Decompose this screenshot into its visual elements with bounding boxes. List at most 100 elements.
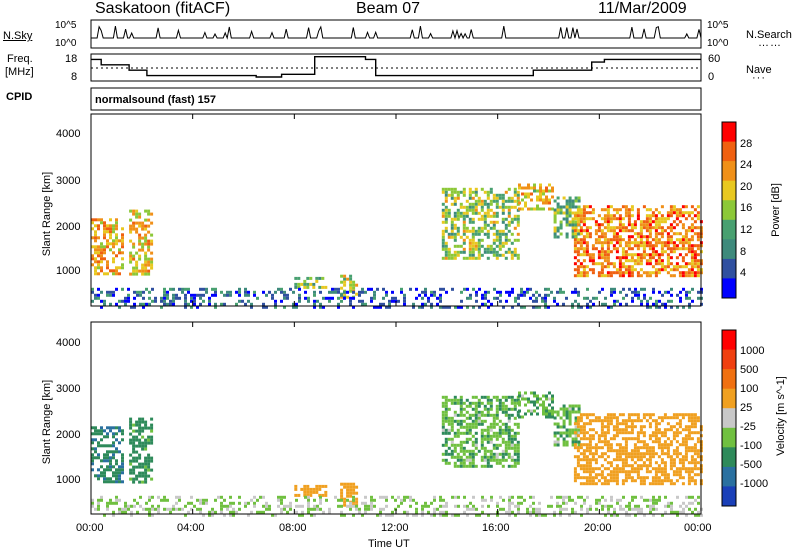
velocity-cell xyxy=(489,404,493,408)
velocity-cell xyxy=(286,510,289,514)
power-cell xyxy=(499,290,502,294)
velocity-cell xyxy=(447,437,451,441)
velocity-cell xyxy=(441,395,445,399)
power-cell xyxy=(684,247,688,251)
velocity-cell xyxy=(495,437,499,441)
power-cell xyxy=(109,227,112,231)
velocity-cell xyxy=(609,446,613,450)
velocity-cell xyxy=(498,404,502,408)
velocity-cell xyxy=(666,452,670,456)
power-cell xyxy=(121,233,124,237)
power-cell xyxy=(489,244,493,248)
power-cell xyxy=(112,239,115,243)
power-cell xyxy=(441,256,445,260)
velocity-cell xyxy=(441,413,445,417)
velocity-cell xyxy=(178,498,181,502)
velocity-cell xyxy=(600,482,604,486)
power-cell xyxy=(651,265,655,269)
velocity-cell xyxy=(603,419,607,423)
power-cell xyxy=(609,229,613,233)
power-cell xyxy=(660,253,664,257)
velocity-cell xyxy=(588,440,592,444)
velocity-cell xyxy=(459,410,463,414)
velocity-cell xyxy=(147,459,151,463)
power-cell xyxy=(337,305,340,309)
velocity-cell xyxy=(103,480,106,484)
power-cell xyxy=(548,189,551,193)
velocity-cell xyxy=(286,504,289,508)
power-cell xyxy=(621,253,625,257)
velocity-cell xyxy=(474,443,478,447)
velocity-cell xyxy=(574,419,578,423)
velocity-cell xyxy=(568,495,571,499)
velocity-cell xyxy=(430,501,433,505)
power-cell xyxy=(358,290,361,294)
power-cell xyxy=(349,277,353,281)
power-cell xyxy=(627,271,631,275)
velocity-cell xyxy=(595,498,598,502)
velocity-cell xyxy=(97,504,100,508)
power-cell xyxy=(652,302,655,306)
power-cell xyxy=(639,244,643,248)
velocity-cell xyxy=(100,426,103,430)
velocity-cell xyxy=(144,480,148,484)
velocity-cell xyxy=(501,395,505,399)
velocity-cell xyxy=(232,501,235,505)
velocity-cell xyxy=(568,513,571,517)
velocity-cell xyxy=(675,449,679,453)
power-cell xyxy=(591,253,595,257)
power-cell xyxy=(696,268,700,272)
power-cell xyxy=(648,262,652,266)
velocity-cell xyxy=(115,474,118,478)
velocity-cell xyxy=(645,419,649,423)
velocity-cell xyxy=(498,425,502,429)
velocity-cell xyxy=(480,440,484,444)
power-cell xyxy=(529,287,532,291)
velocity-cell xyxy=(657,446,661,450)
velocity-cell xyxy=(129,432,133,436)
velocity-cell xyxy=(636,419,640,423)
power-cell xyxy=(648,274,652,278)
velocity-cell xyxy=(106,465,109,469)
velocity-cell xyxy=(624,422,628,426)
velocity-cell xyxy=(262,495,265,499)
power-cell xyxy=(349,302,352,306)
power-cell xyxy=(657,220,661,224)
velocity-cell xyxy=(253,495,256,499)
velocity-cell xyxy=(660,461,664,465)
velocity-cell xyxy=(91,504,94,508)
velocity-cell xyxy=(477,422,481,426)
power-cell xyxy=(321,285,325,289)
power-cell xyxy=(462,241,466,245)
power-cell xyxy=(664,302,667,306)
power-cell xyxy=(624,250,628,254)
velocity-cell xyxy=(379,495,382,499)
velocity-cell xyxy=(298,504,301,508)
power-cell xyxy=(109,290,112,294)
velocity-cell xyxy=(103,513,106,517)
velocity-cell xyxy=(340,504,343,508)
velocity-cell xyxy=(465,425,469,429)
velocity-cell xyxy=(352,495,355,499)
velocity-cell xyxy=(498,443,502,447)
power-cell xyxy=(565,205,569,209)
power-cell xyxy=(115,227,118,231)
power-cell xyxy=(521,186,524,190)
velocity-cell xyxy=(679,504,682,508)
velocity-cell xyxy=(337,504,340,508)
velocity-cell xyxy=(571,498,574,502)
velocity-cell xyxy=(636,458,640,462)
power-cell xyxy=(585,244,589,248)
velocity-cell xyxy=(144,426,148,430)
power-cell xyxy=(505,299,508,303)
velocity-cell xyxy=(630,425,634,429)
power-cell xyxy=(144,242,148,246)
velocity-cell xyxy=(238,501,241,505)
velocity-cell xyxy=(520,501,523,505)
power-cell xyxy=(565,211,569,215)
velocity-cell xyxy=(573,455,577,459)
power-cell xyxy=(657,268,661,272)
velocity-cell xyxy=(633,479,637,483)
power-cell xyxy=(144,257,148,261)
power-cell xyxy=(297,282,301,286)
